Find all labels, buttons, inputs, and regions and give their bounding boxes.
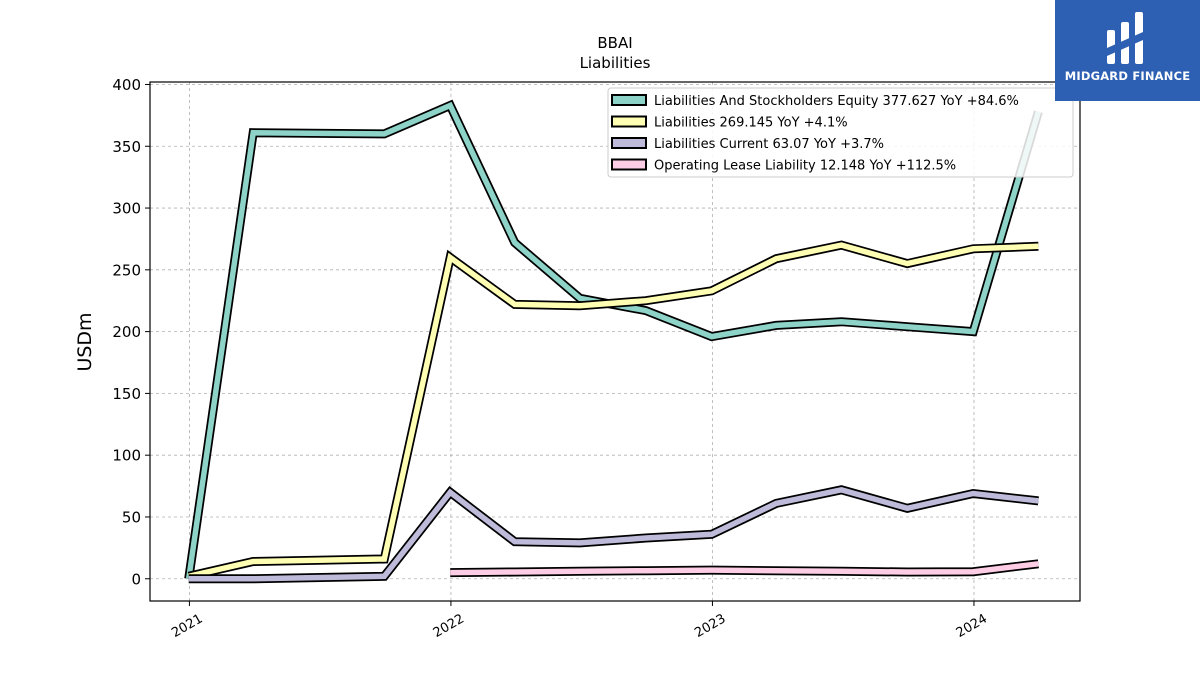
brand-logo: MIDGARD FINANCE bbox=[1055, 0, 1200, 101]
legend-label: Liabilities Current 63.07 YoY +3.7% bbox=[654, 137, 884, 152]
chart-subtitle: Liabilities bbox=[580, 54, 651, 72]
x-tick-label: 2021 bbox=[169, 611, 205, 641]
legend-swatch bbox=[611, 94, 647, 106]
series-line-operating-lease-liability bbox=[450, 561, 1039, 576]
y-tick-label: 400 bbox=[112, 76, 141, 94]
series-layer bbox=[184, 99, 1043, 584]
series-outline-liabilities bbox=[187, 240, 1039, 581]
x-tick-label: 2024 bbox=[954, 611, 990, 641]
legend-swatch bbox=[611, 158, 647, 171]
series-outline-liabilities-current bbox=[188, 485, 1039, 584]
legend-swatch bbox=[611, 137, 647, 149]
y-tick-label: 200 bbox=[112, 323, 141, 341]
y-axis-label: USDm bbox=[74, 312, 96, 371]
midgard-logo-icon bbox=[1107, 12, 1143, 64]
brand-name: MIDGARD FINANCE bbox=[1064, 69, 1191, 83]
legend-label: Liabilities And Stockholders Equity 377.… bbox=[654, 94, 1019, 109]
legend-swatch bbox=[611, 115, 647, 128]
series-line-liabilities bbox=[188, 242, 1039, 579]
y-tick-label: 300 bbox=[112, 200, 141, 218]
y-tick-label: 50 bbox=[122, 508, 141, 526]
series-line-liabilities-and-stockholders-equity bbox=[185, 101, 1042, 580]
y-tick-label: 150 bbox=[112, 385, 141, 403]
legend-frame bbox=[607, 87, 1074, 178]
x-tick-label: 2022 bbox=[431, 611, 467, 641]
legend-label: Operating Lease Liability 12.148 YoY +11… bbox=[654, 159, 956, 174]
y-tick-label: 350 bbox=[112, 138, 141, 156]
y-tick-label: 0 bbox=[131, 570, 141, 588]
chart-title: BBAI bbox=[597, 34, 632, 52]
legend-label: Liabilities 269.145 YoY +4.1% bbox=[654, 116, 848, 131]
plot-frame bbox=[149, 81, 1081, 602]
legend: Liabilities And Stockholders Equity 377.… bbox=[607, 87, 1074, 178]
series-line-liabilities-current bbox=[188, 486, 1039, 582]
x-tick-label: 2023 bbox=[692, 611, 728, 641]
y-tick-label: 100 bbox=[112, 447, 141, 465]
y-tick-label: 250 bbox=[112, 261, 141, 279]
